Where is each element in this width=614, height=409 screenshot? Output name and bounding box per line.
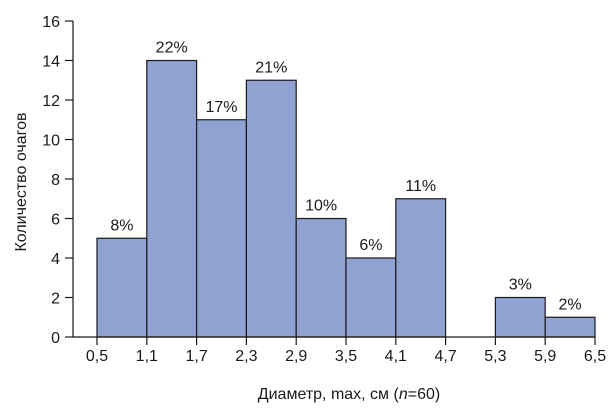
bar-data-label: 3% — [509, 277, 532, 294]
x-tick-label: 5,3 — [484, 348, 506, 365]
y-tick-label: 8 — [51, 172, 60, 189]
bar — [544, 316, 596, 338]
y-tick-label: 16 — [42, 14, 60, 31]
x-tick-label: 2,9 — [285, 348, 307, 365]
y-ticks-group: 0 2 4 6 8 10 12 14 16 — [42, 14, 73, 347]
x-tick-label: 0,5 — [86, 348, 108, 365]
x-axis-title: Диаметр, max, см (n=60) — [258, 386, 440, 403]
y-tick-label: 6 — [51, 212, 60, 229]
bar-data-label: 22% — [156, 40, 188, 57]
x-axis-title-n: n — [399, 386, 408, 403]
y-axis-title: Количество очагов — [13, 112, 30, 251]
bar — [245, 79, 297, 338]
bar — [96, 237, 148, 338]
x-tick-label: 2,3 — [235, 348, 257, 365]
x-tick-label: 6,5 — [584, 348, 606, 365]
x-axis-title-part-2: =60) — [408, 386, 440, 403]
y-tick-label: 12 — [42, 93, 60, 110]
y-tick-label: 2 — [51, 291, 60, 308]
bar — [295, 217, 347, 338]
x-tick-label: 4,7 — [434, 348, 456, 365]
x-tick-label: 1,1 — [136, 348, 158, 365]
bar — [395, 198, 447, 338]
y-tick-label: 10 — [42, 133, 60, 150]
bar — [345, 257, 397, 338]
x-tick-label: 4,1 — [385, 348, 407, 365]
bar — [146, 59, 198, 338]
y-tick-label: 14 — [42, 54, 60, 71]
x-tick-label: 1,7 — [185, 348, 207, 365]
x-ticks-group: 0,5 1,1 1,7 2,3 2,9 3,5 4,1 4,7 5,3 5,9 6,5 — [86, 337, 606, 365]
bar — [494, 296, 546, 338]
bar-data-label: 8% — [110, 217, 133, 234]
bar-data-label: 6% — [359, 237, 382, 254]
bar-labels-group: 8% 22% 17% 21% 10% 6% 11% 3% 2% — [110, 40, 581, 314]
x-tick-label: 5,9 — [534, 348, 556, 365]
bar-data-label: 10% — [305, 198, 337, 215]
y-tick-label: 4 — [51, 251, 60, 268]
x-axis-title-part-1: Диаметр, max, см ( — [258, 386, 400, 403]
bar-data-label: 11% — [405, 178, 436, 195]
bar-data-label: 17% — [205, 99, 237, 116]
bar-data-label: 21% — [255, 59, 287, 76]
bar-data-label: 2% — [559, 296, 582, 313]
bar — [196, 119, 248, 338]
y-tick-label: 0 — [51, 330, 60, 347]
bars-group — [96, 59, 596, 338]
x-tick-label: 3,5 — [335, 348, 357, 365]
